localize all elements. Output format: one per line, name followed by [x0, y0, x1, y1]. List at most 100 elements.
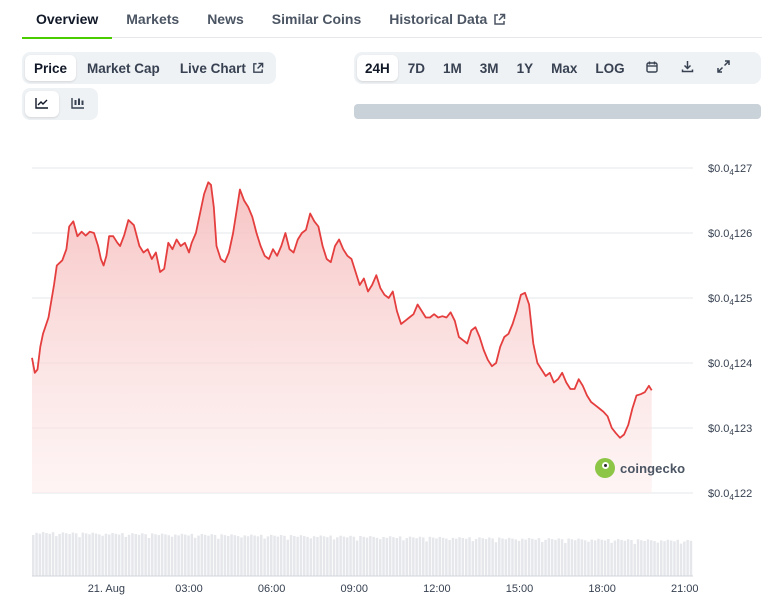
volume-bar — [425, 541, 428, 576]
tab-similar-coins[interactable]: Similar Coins — [258, 0, 375, 38]
tab-historical-data[interactable]: Historical Data — [375, 0, 520, 38]
volume-bar — [61, 532, 65, 576]
volume-bar — [646, 539, 650, 576]
volume-bar — [45, 533, 48, 576]
candlestick-chart-icon — [71, 97, 85, 112]
price-chart[interactable]: $0.04127 $0.04126 $0.04125 $0.04124 $0.04123… — [0, 140, 779, 602]
range-7d-button[interactable]: 7D — [407, 60, 426, 76]
volume-bar — [349, 535, 352, 576]
volume-bar — [94, 533, 98, 576]
x-tick-label: 18:00 — [588, 583, 616, 595]
top-nav: Overview Markets News Similar Coins Hist… — [22, 0, 762, 39]
y-tick-label: $0.04125 — [708, 293, 752, 307]
tab-label: Historical Data — [389, 11, 488, 27]
range-max-button[interactable]: Max — [551, 60, 578, 76]
volume-bar — [398, 536, 402, 576]
live-chart-option[interactable]: Live Chart — [171, 55, 273, 81]
volume-bar — [686, 539, 689, 576]
volume-bar — [289, 535, 293, 576]
expand-icon — [717, 60, 730, 76]
calendar-button[interactable] — [635, 55, 669, 81]
volume-bar — [494, 542, 498, 576]
candlestick-chart-button[interactable] — [61, 91, 95, 117]
volume-bar — [388, 536, 392, 576]
volume-bar — [75, 533, 78, 576]
line-chart-button[interactable] — [25, 91, 59, 117]
volume-bar — [593, 540, 597, 576]
volume-bar — [484, 539, 488, 576]
tab-label: Similar Coins — [271, 11, 362, 27]
x-tick-label: 21:00 — [671, 583, 699, 595]
volume-bar — [88, 534, 91, 576]
volume-bar — [481, 538, 484, 576]
calendar-icon — [645, 61, 658, 76]
range-3m-button[interactable]: 3M — [479, 60, 499, 76]
volume-bar — [131, 533, 134, 576]
tab-overview[interactable]: Overview — [22, 0, 113, 39]
volume-bar — [547, 538, 551, 576]
x-tick-label: 06:00 — [258, 583, 286, 595]
volume-bar — [451, 537, 455, 576]
watermark-text: coingecko — [620, 460, 686, 476]
range-navigator-bar[interactable] — [354, 104, 761, 119]
volume-bar — [653, 541, 656, 576]
volume-bar — [663, 541, 666, 576]
volume-bar — [524, 539, 527, 576]
volume-bar — [200, 534, 204, 576]
volume-bar — [306, 536, 309, 576]
volume-bars — [32, 532, 693, 576]
tab-markets[interactable]: Markets — [112, 0, 193, 38]
volume-bar — [121, 533, 124, 576]
volume-bar — [521, 538, 524, 576]
price-line — [31, 181, 653, 439]
volume-bar — [560, 539, 564, 576]
price-option[interactable]: Price — [25, 55, 77, 81]
volume-bar — [177, 535, 180, 576]
volume-bar — [193, 537, 197, 576]
x-axis: 21. Aug 03:00 06:00 09:00 12:00 15:00 18:00 21:… — [32, 575, 699, 595]
range-selector: 24H 7D 1M 3M 1Y Max LOG — [354, 52, 761, 84]
volume-bar — [210, 534, 213, 576]
volume-bar — [478, 537, 481, 576]
range-1y-button[interactable]: 1Y — [516, 60, 534, 76]
volume-bar — [613, 540, 617, 576]
volume-bar — [610, 542, 613, 576]
range-1m-button[interactable]: 1M — [443, 60, 462, 76]
volume-bar — [395, 538, 399, 576]
range-24h-button[interactable]: 24H — [357, 55, 398, 81]
volume-bar — [127, 534, 131, 576]
volume-bar — [633, 543, 636, 576]
volume-bar — [286, 539, 289, 576]
volume-bar — [329, 535, 332, 576]
volume-bar — [636, 539, 640, 576]
volume-bar — [55, 536, 58, 576]
volume-bar — [217, 538, 220, 576]
log-scale-button[interactable]: LOG — [595, 60, 625, 76]
volume-bar — [626, 539, 630, 576]
x-tick-label: 03:00 — [175, 583, 203, 595]
volume-bar — [253, 535, 256, 576]
market-cap-option[interactable]: Market Cap — [87, 60, 160, 76]
volume-bar — [583, 540, 587, 576]
expand-button[interactable] — [707, 55, 741, 81]
volume-bar — [673, 541, 676, 576]
volume-bar — [531, 538, 534, 576]
volume-bar — [580, 539, 584, 576]
x-tick-label: 15:00 — [506, 583, 534, 595]
volume-bar — [408, 536, 412, 576]
coingecko-watermark: coingecko — [595, 458, 685, 478]
volume-bar — [197, 535, 200, 576]
price-area — [32, 182, 652, 494]
volume-bar — [491, 538, 494, 576]
volume-bar — [527, 538, 531, 576]
volume-bar — [402, 540, 405, 576]
download-button[interactable] — [671, 55, 705, 81]
volume-bar — [385, 537, 389, 576]
volume-bar — [293, 536, 296, 576]
volume-bar — [352, 536, 356, 576]
volume-bar — [405, 538, 408, 576]
line-chart-icon — [35, 97, 49, 112]
volume-bar — [309, 538, 313, 576]
tab-news[interactable]: News — [193, 0, 258, 38]
volume-bar — [223, 535, 227, 576]
